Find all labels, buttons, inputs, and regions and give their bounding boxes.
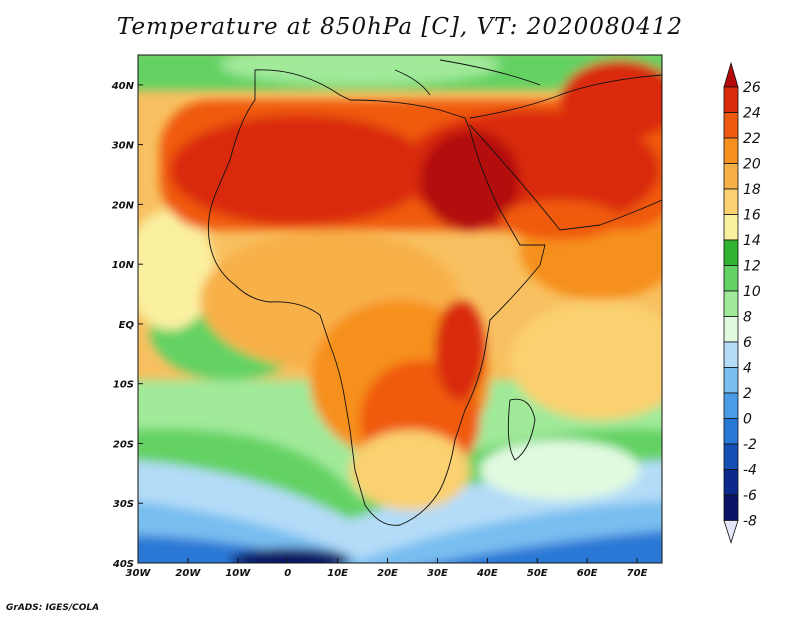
lon-tick-label: 10E (327, 568, 348, 579)
colorbar-top-triangle (723, 61, 739, 88)
lon-tick-label: 40E (476, 568, 498, 579)
colorbar-label: 8 (743, 310, 752, 326)
colorbar-box (723, 341, 739, 368)
lat-tick-label: 20S (113, 439, 134, 450)
lon-tick-label: 70E (627, 568, 648, 579)
colorbar-box (723, 494, 739, 521)
lon-tick-label: 50E (527, 568, 548, 579)
lat-tick-label: 30S (113, 499, 134, 510)
map-title: Temperature at 850hPa [C], VT: 202008041… (116, 14, 684, 40)
colorbar-box (723, 367, 739, 394)
colorbar-box (723, 265, 739, 292)
colorbar-bottom-triangle (723, 520, 739, 544)
lat-tick-label: 10S (113, 380, 134, 391)
colorbar-box (723, 86, 739, 113)
colorbar-label: 6 (743, 335, 752, 351)
colorbar-box (723, 392, 739, 419)
lon-tick-label: 30W (126, 568, 152, 579)
colorbar-box (723, 316, 739, 343)
colorbar-label: -4 (743, 463, 757, 479)
colorbar-box (723, 469, 739, 496)
lat-tick-label: 40N (111, 81, 135, 92)
colorbar-box (723, 214, 739, 241)
lat-tick-label: 40S (112, 559, 134, 570)
colorbar-box (723, 239, 739, 266)
lat-tick-label: EQ (119, 320, 135, 331)
colorbar-label: 26 (743, 80, 761, 96)
lat-tick-label: 10N (112, 260, 135, 271)
colorbar-box (723, 290, 739, 317)
colorbar-label: 2 (743, 386, 752, 402)
colorbar-label: 10 (743, 284, 761, 300)
lon-tick-label: 20E (377, 568, 398, 579)
colorbar-label: 16 (743, 208, 761, 224)
colorbar-box (723, 112, 739, 139)
temperature-field (138, 55, 662, 563)
colorbar-label: 20 (743, 157, 761, 173)
colorbar-label: 12 (743, 259, 761, 275)
lon-tick-label: 20W (175, 568, 201, 579)
colorbar-label: 4 (743, 361, 752, 377)
grads-credit: GrADS: IGES/COLA (6, 603, 100, 613)
colorbar-label: -2 (743, 437, 757, 453)
lon-tick-label: 30E (427, 568, 448, 579)
colorbar-label: -8 (743, 514, 757, 530)
lon-tick-label: 60E (577, 568, 598, 579)
lon-tick-label: 10W (225, 568, 251, 579)
colorbar-box (723, 418, 739, 445)
colorbar-box (723, 163, 739, 190)
colorbar-box (723, 137, 739, 164)
colorbar-label: -6 (743, 488, 757, 504)
colorbar-label: 22 (743, 131, 761, 147)
colorbar-label: 0 (743, 412, 752, 428)
colorbar-box (723, 188, 739, 215)
colorbar-label: 24 (743, 106, 761, 122)
lat-tick-label: 30N (112, 141, 135, 152)
map-frame (137, 54, 663, 564)
colorbar-box (723, 443, 739, 470)
colorbar-label: 18 (743, 182, 761, 198)
colorbar-label: 14 (743, 233, 761, 249)
lon-tick-label: 0 (284, 568, 291, 579)
coastlines (207, 59, 662, 526)
lat-tick-label: 20N (112, 200, 135, 211)
axis-ticks: 30W 20W 10W 0 10E 20E 30E 40E 50E 60E 70E 40N 30N 20N… (111, 81, 648, 579)
